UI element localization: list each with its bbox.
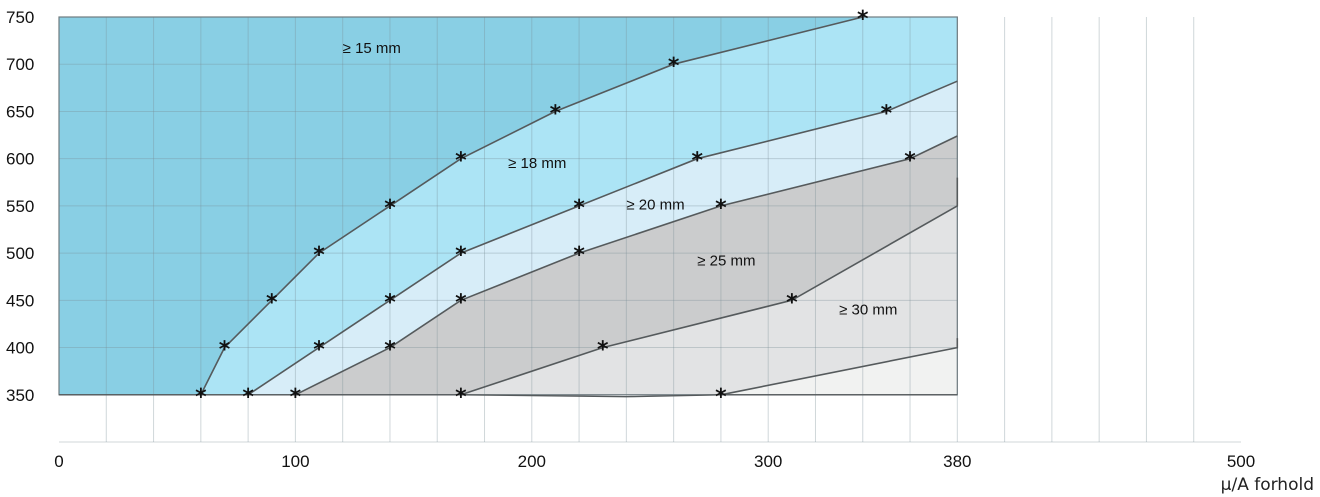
x-axis-title: µ/A forhold xyxy=(1221,475,1314,495)
data-point-marker: * xyxy=(313,338,325,363)
series-line xyxy=(295,135,958,396)
region-fill xyxy=(460,177,958,395)
y-tick-label: 500 xyxy=(6,244,34,263)
data-point-marker: * xyxy=(455,385,467,410)
region-labels: ≥ 15 mm ≥ 18 mm ≥ 20 mm ≥ 25 mm ≥ 30 mm xyxy=(343,40,898,319)
data-point-marker: * xyxy=(904,149,916,174)
region-fill xyxy=(720,338,958,395)
data-point-marker: * xyxy=(384,338,396,363)
data-point-marker: * xyxy=(219,338,231,363)
y-tick-label: 600 xyxy=(6,150,34,169)
region-label: ≥ 15 mm xyxy=(343,40,401,57)
y-tick-label: 650 xyxy=(6,102,34,121)
data-point-marker: * xyxy=(290,385,302,410)
region-fill xyxy=(59,17,863,395)
data-point-marker: * xyxy=(550,101,562,126)
y-tick-label: 400 xyxy=(6,339,34,358)
y-tick-label: 550 xyxy=(6,197,34,216)
data-point-marker: * xyxy=(715,196,727,221)
region-label: ≥ 20 mm xyxy=(626,197,684,214)
data-markers: * * * * * * * * * * * * * * * * * * * * * * * * * * xyxy=(195,7,916,410)
region-fill xyxy=(248,81,958,395)
data-point-marker: * xyxy=(455,290,467,315)
series-line xyxy=(460,177,959,396)
tick-labels: 350 400 450 500 550 600 650 700 750 0 100 200 300 380… xyxy=(6,8,1255,471)
region-fill xyxy=(295,136,958,395)
x-tick-label: 0 xyxy=(54,452,63,471)
data-point-marker: * xyxy=(242,385,254,410)
y-tick-label: 350 xyxy=(6,386,34,405)
series-line xyxy=(59,394,958,398)
y-tick-label: 750 xyxy=(6,8,34,27)
data-point-marker: * xyxy=(313,243,325,268)
x-tick-label: 300 xyxy=(754,452,782,471)
data-point-marker: * xyxy=(597,338,609,363)
data-point-marker: * xyxy=(692,149,704,174)
series-line xyxy=(247,80,958,396)
data-point-marker: * xyxy=(266,290,278,315)
x-tick-label: 500 xyxy=(1227,452,1255,471)
region-label: ≥ 30 mm xyxy=(839,302,897,319)
data-point-marker: * xyxy=(384,290,396,315)
x-tick-label: 380 xyxy=(943,452,971,471)
data-point-marker: * xyxy=(881,101,893,126)
data-point-marker: * xyxy=(715,385,727,410)
boundary-lines xyxy=(59,16,959,398)
series-line xyxy=(200,16,863,396)
data-point-marker: * xyxy=(195,385,207,410)
data-point-marker: * xyxy=(455,243,467,268)
region-label: ≥ 18 mm xyxy=(508,155,566,172)
data-point-marker: * xyxy=(668,54,680,79)
data-point-marker: * xyxy=(786,290,798,315)
data-point-marker: * xyxy=(384,196,396,221)
data-point-marker: * xyxy=(857,7,869,32)
x-tick-label: 100 xyxy=(281,452,309,471)
data-point-marker: * xyxy=(573,243,585,268)
x-tick-label: 200 xyxy=(518,452,546,471)
y-tick-label: 450 xyxy=(6,291,34,310)
series-line xyxy=(720,338,959,396)
data-point-marker: * xyxy=(455,149,467,174)
y-tick-label: 700 xyxy=(6,55,34,74)
data-point-marker: * xyxy=(573,196,585,221)
region-label: ≥ 25 mm xyxy=(697,252,755,269)
